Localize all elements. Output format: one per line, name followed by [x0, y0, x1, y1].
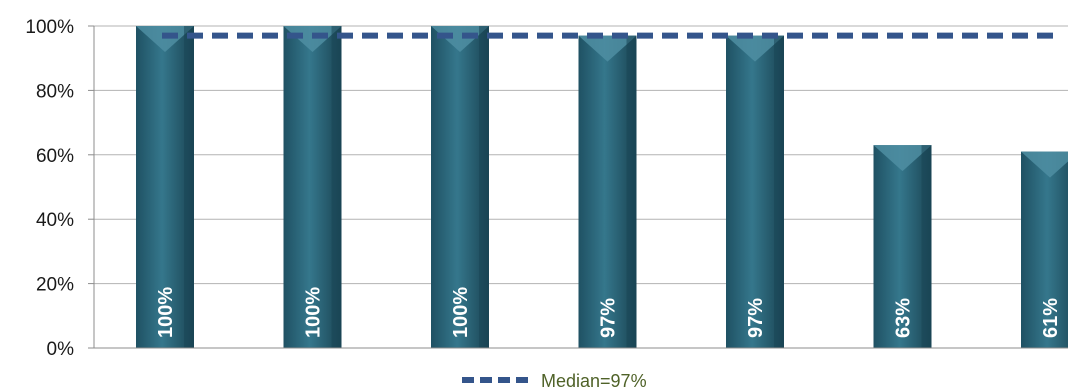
bar: 100%: [431, 26, 489, 348]
bar-data-label: 97%: [745, 298, 767, 338]
y-tick-label: 80%: [36, 81, 74, 102]
bar: 100%: [136, 26, 194, 348]
bar-data-label: 63%: [893, 298, 915, 338]
bar-shade: [184, 26, 194, 348]
bar-data-label: 97%: [598, 298, 620, 338]
bar: 97%: [578, 35, 637, 348]
bar-body: [1021, 151, 1068, 348]
y-tick-label: 100%: [25, 17, 74, 38]
bar-shade: [921, 145, 932, 348]
bar-shade: [331, 26, 342, 348]
bar-cap: [873, 145, 932, 172]
bar-data-label: 100%: [450, 287, 472, 338]
bar-cap: [136, 26, 194, 52]
y-tick-label: 40%: [36, 210, 74, 231]
bar-cap: [726, 35, 784, 62]
y-tick-label: 0%: [47, 339, 75, 360]
bar: 63%: [873, 145, 932, 348]
bar-shade: [479, 26, 489, 348]
bar-shade: [774, 35, 784, 348]
bar-cap: [431, 26, 489, 52]
legend: Median=97%: [462, 371, 647, 388]
legend-median-label: Median=97%: [541, 371, 647, 388]
y-axis-tick-labels: 0% 20% 40% 60% 80% 100%: [25, 17, 95, 360]
bar-data-label: 61%: [1040, 298, 1062, 338]
bar: 100%: [283, 26, 342, 348]
bars: 100% 100% 100% 97% 97% 63% 61%: [136, 26, 1068, 348]
y-tick-label: 20%: [36, 275, 74, 296]
y-tick-label: 60%: [36, 146, 74, 167]
bar: 97%: [726, 35, 784, 348]
bar-data-label: 100%: [155, 287, 177, 338]
bar: 61%: [1021, 151, 1068, 348]
bar-cap: [578, 35, 637, 62]
bar-cap: [1021, 151, 1068, 178]
bar-cap: [283, 26, 342, 52]
bar-data-label: 100%: [303, 287, 325, 338]
bar-shade: [626, 35, 637, 348]
